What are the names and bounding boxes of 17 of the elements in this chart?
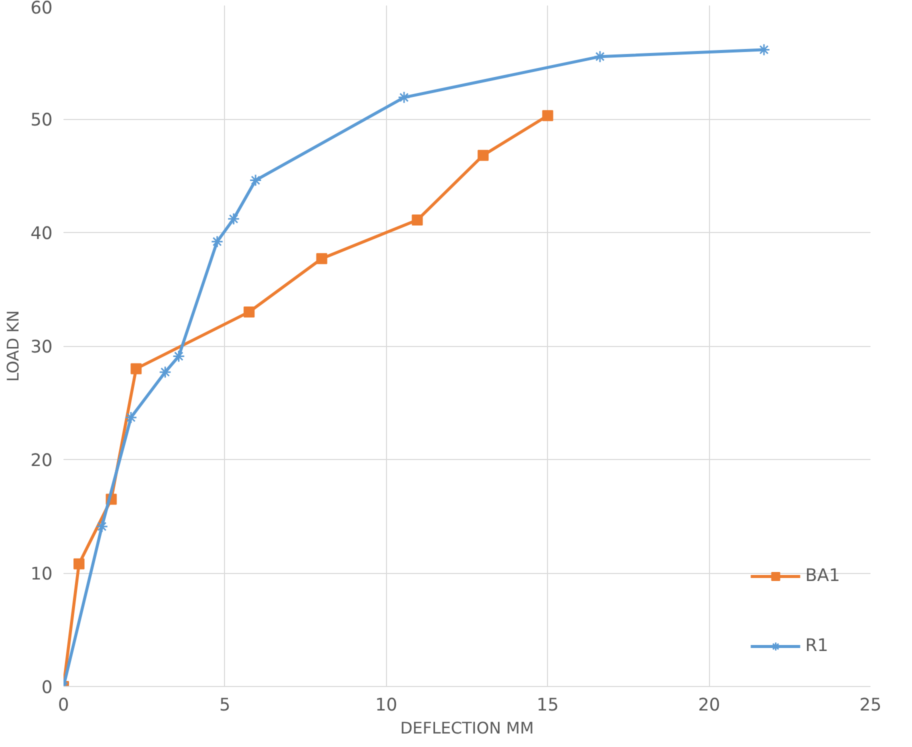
x-tick-label: 15 (536, 696, 559, 716)
y-tick-label: 0 (41, 678, 53, 698)
legend-label: BA1 (805, 566, 840, 586)
x-tick-label: 10 (375, 696, 398, 716)
y-tick-label: 20 (30, 451, 53, 471)
x-tick-label: 0 (58, 696, 70, 716)
x-axis-title: DEFLECTION MM (400, 718, 534, 738)
x-tick-label: 20 (698, 696, 720, 716)
x-tick-label: 5 (219, 696, 230, 716)
y-tick-label: 30 (30, 338, 53, 358)
y-tick-label: 50 (30, 110, 53, 130)
y-tick-label: 10 (30, 564, 53, 584)
legend-label: R1 (805, 636, 828, 656)
y-tick-label: 40 (30, 224, 53, 244)
x-tick-label: 25 (859, 696, 882, 716)
y-axis-title: LOAD KN (3, 310, 22, 382)
y-tick-label: 60 (30, 0, 53, 18)
